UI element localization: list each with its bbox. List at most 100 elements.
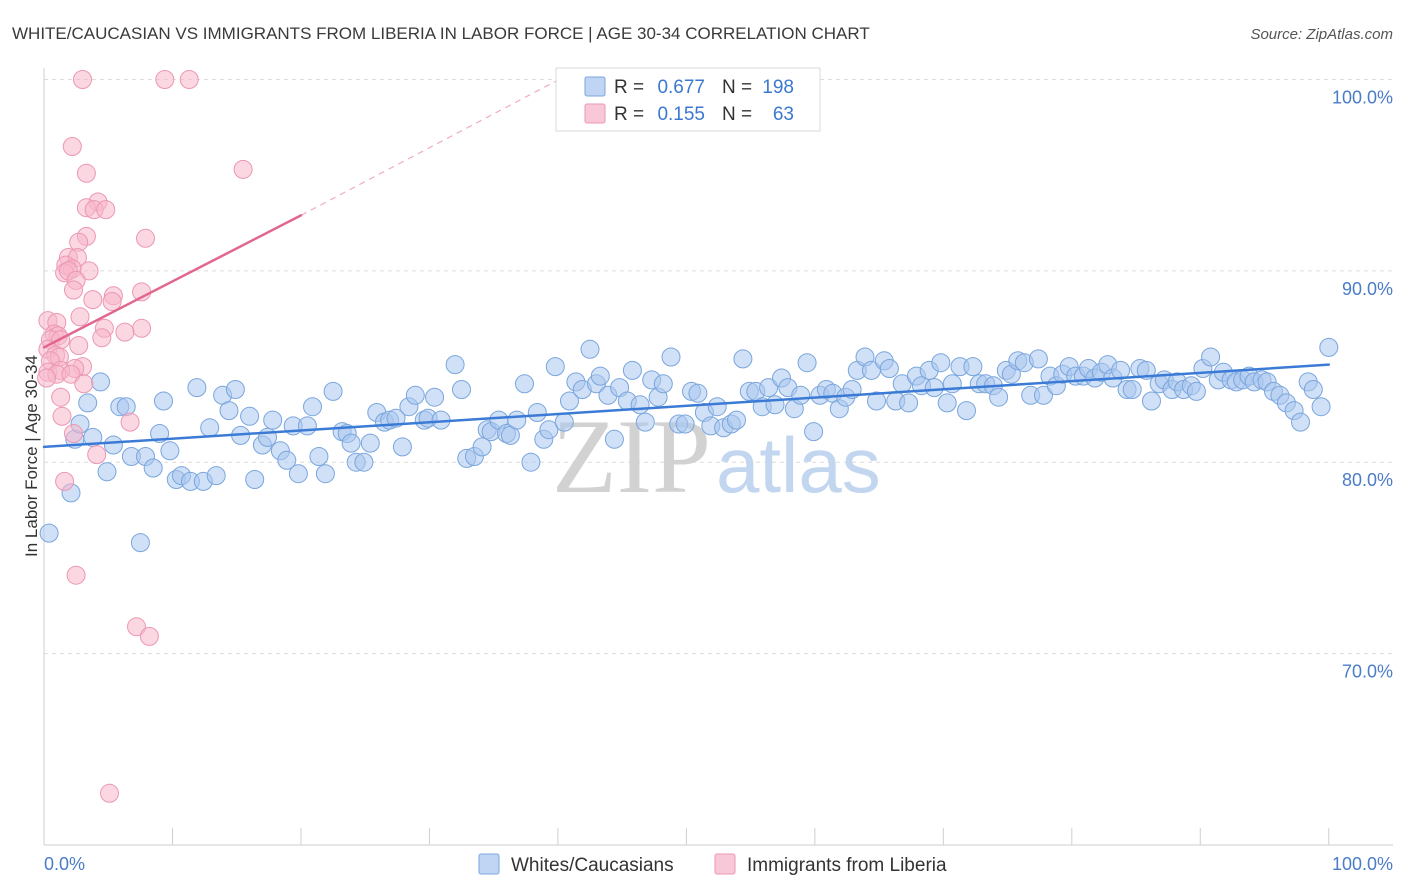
point-whites-caucasians xyxy=(661,347,681,367)
point-whites-caucasians xyxy=(160,441,180,461)
source-label: Source: ZipAtlas.com xyxy=(1250,26,1393,43)
point-whites-caucasians xyxy=(521,452,541,472)
point-immigrants-from-liberia xyxy=(115,322,135,342)
point-whites-caucasians xyxy=(288,464,308,484)
point-whites-caucasians xyxy=(303,397,322,417)
point-whites-caucasians xyxy=(130,533,150,553)
point-whites-caucasians xyxy=(560,391,579,411)
point-whites-caucasians xyxy=(1142,391,1161,411)
point-whites-caucasians xyxy=(733,349,753,369)
point-immigrants-from-liberia xyxy=(61,364,81,384)
point-whites-caucasians xyxy=(867,391,886,411)
point-whites-caucasians xyxy=(963,357,983,377)
point-whites-caucasians xyxy=(527,403,547,422)
trend-lines xyxy=(42,69,1331,449)
point-immigrants-from-liberia xyxy=(92,328,112,348)
point-whites-caucasians xyxy=(91,372,110,392)
point-whites-caucasians xyxy=(219,401,239,421)
point-whites-caucasians xyxy=(452,380,471,399)
legend-n-label: N = xyxy=(722,104,752,125)
point-immigrants-from-liberia xyxy=(139,626,159,646)
point-whites-caucasians xyxy=(1201,347,1221,367)
y-axis-label: In Labor Force | Age 30-34 xyxy=(22,355,41,557)
point-whites-caucasians xyxy=(580,339,600,359)
y-tick-label: 90.0% xyxy=(1342,279,1393,299)
data-points xyxy=(37,70,1339,803)
point-immigrants-from-liberia xyxy=(127,617,146,637)
point-whites-caucasians xyxy=(622,360,642,380)
series-legend-swatch-liberia xyxy=(714,853,736,875)
point-whites-caucasians xyxy=(707,397,727,417)
point-whites-caucasians xyxy=(405,385,425,405)
point-whites-caucasians xyxy=(360,433,380,453)
point-whites-caucasians xyxy=(39,523,59,543)
point-whites-caucasians xyxy=(1028,349,1048,369)
series-legend-swatch-whites xyxy=(478,853,500,875)
y-tick-label: 70.0% xyxy=(1342,662,1393,682)
trend-line-whites-caucasians xyxy=(42,363,1331,449)
point-whites-caucasians xyxy=(1111,360,1131,380)
legend-r-label: R = xyxy=(614,104,644,125)
point-whites-caucasians xyxy=(309,447,329,466)
point-whites-caucasians xyxy=(804,422,824,442)
point-whites-caucasians xyxy=(200,418,220,438)
point-immigrants-from-liberia xyxy=(233,159,253,179)
point-whites-caucasians xyxy=(590,366,610,386)
point-whites-caucasians xyxy=(297,416,317,436)
series-legend: Whites/Caucasians Immigrants from Liberi… xyxy=(478,853,947,876)
point-whites-caucasians xyxy=(879,359,899,378)
y-tick-label: 80.0% xyxy=(1342,470,1393,490)
point-whites-caucasians xyxy=(245,470,265,489)
legend-r-label: R = xyxy=(614,77,644,98)
point-whites-caucasians xyxy=(630,395,650,415)
legend-r-value: 0.677 xyxy=(657,77,705,98)
x-tick-label: 100.0% xyxy=(1332,854,1393,874)
point-whites-caucasians xyxy=(604,429,624,449)
point-whites-caucasians xyxy=(989,387,1009,407)
point-whites-caucasians xyxy=(1311,397,1331,417)
point-whites-caucasians xyxy=(635,412,655,432)
point-whites-caucasians xyxy=(515,374,534,394)
point-immigrants-from-liberia xyxy=(69,336,89,355)
point-whites-caucasians xyxy=(1034,385,1053,405)
point-whites-caucasians xyxy=(797,353,817,373)
point-immigrants-from-liberia xyxy=(87,445,107,465)
point-immigrants-from-liberia xyxy=(64,280,83,300)
point-whites-caucasians xyxy=(1122,380,1142,399)
point-whites-caucasians xyxy=(957,401,976,421)
point-whites-caucasians xyxy=(1303,380,1323,399)
point-immigrants-from-liberia xyxy=(37,368,57,388)
point-whites-caucasians xyxy=(386,408,406,428)
legend-n-value: 63 xyxy=(773,104,794,125)
point-whites-caucasians xyxy=(78,393,98,413)
x-tick-label: 0.0% xyxy=(44,854,85,874)
point-immigrants-from-liberia xyxy=(132,318,152,338)
point-whites-caucasians xyxy=(1319,337,1339,357)
point-whites-caucasians xyxy=(445,355,465,375)
point-whites-caucasians xyxy=(143,458,163,478)
point-immigrants-from-liberia xyxy=(66,565,86,585)
point-whites-caucasians xyxy=(1186,381,1206,401)
legend-swatch-liberia xyxy=(584,103,606,124)
point-whites-caucasians xyxy=(675,414,695,434)
point-whites-caucasians xyxy=(791,385,811,405)
point-whites-caucasians xyxy=(354,452,374,472)
point-whites-caucasians xyxy=(341,433,361,453)
point-whites-caucasians xyxy=(931,353,951,373)
trend-line-extension-immigrants-from-liberia xyxy=(300,69,578,216)
point-immigrants-from-liberia xyxy=(79,261,99,281)
point-whites-caucasians xyxy=(206,466,226,486)
stats-legend: R = 0.677 N = 198 R = 0.155 N = 63 xyxy=(555,67,821,132)
legend-r-value: 0.155 xyxy=(657,104,705,125)
point-whites-caucasians xyxy=(545,357,565,377)
point-whites-caucasians xyxy=(240,406,260,426)
point-immigrants-from-liberia xyxy=(100,783,119,803)
point-immigrants-from-liberia xyxy=(120,412,140,432)
y-tick-label: 100.0% xyxy=(1332,87,1393,107)
chart-title: WHITE/CAUCASIAN VS IMMIGRANTS FROM LIBER… xyxy=(12,24,870,43)
point-immigrants-from-liberia xyxy=(62,137,82,156)
point-immigrants-from-liberia xyxy=(73,70,92,89)
point-whites-caucasians xyxy=(653,374,673,394)
series-legend-label-whites: Whites/Caucasians xyxy=(511,855,674,876)
